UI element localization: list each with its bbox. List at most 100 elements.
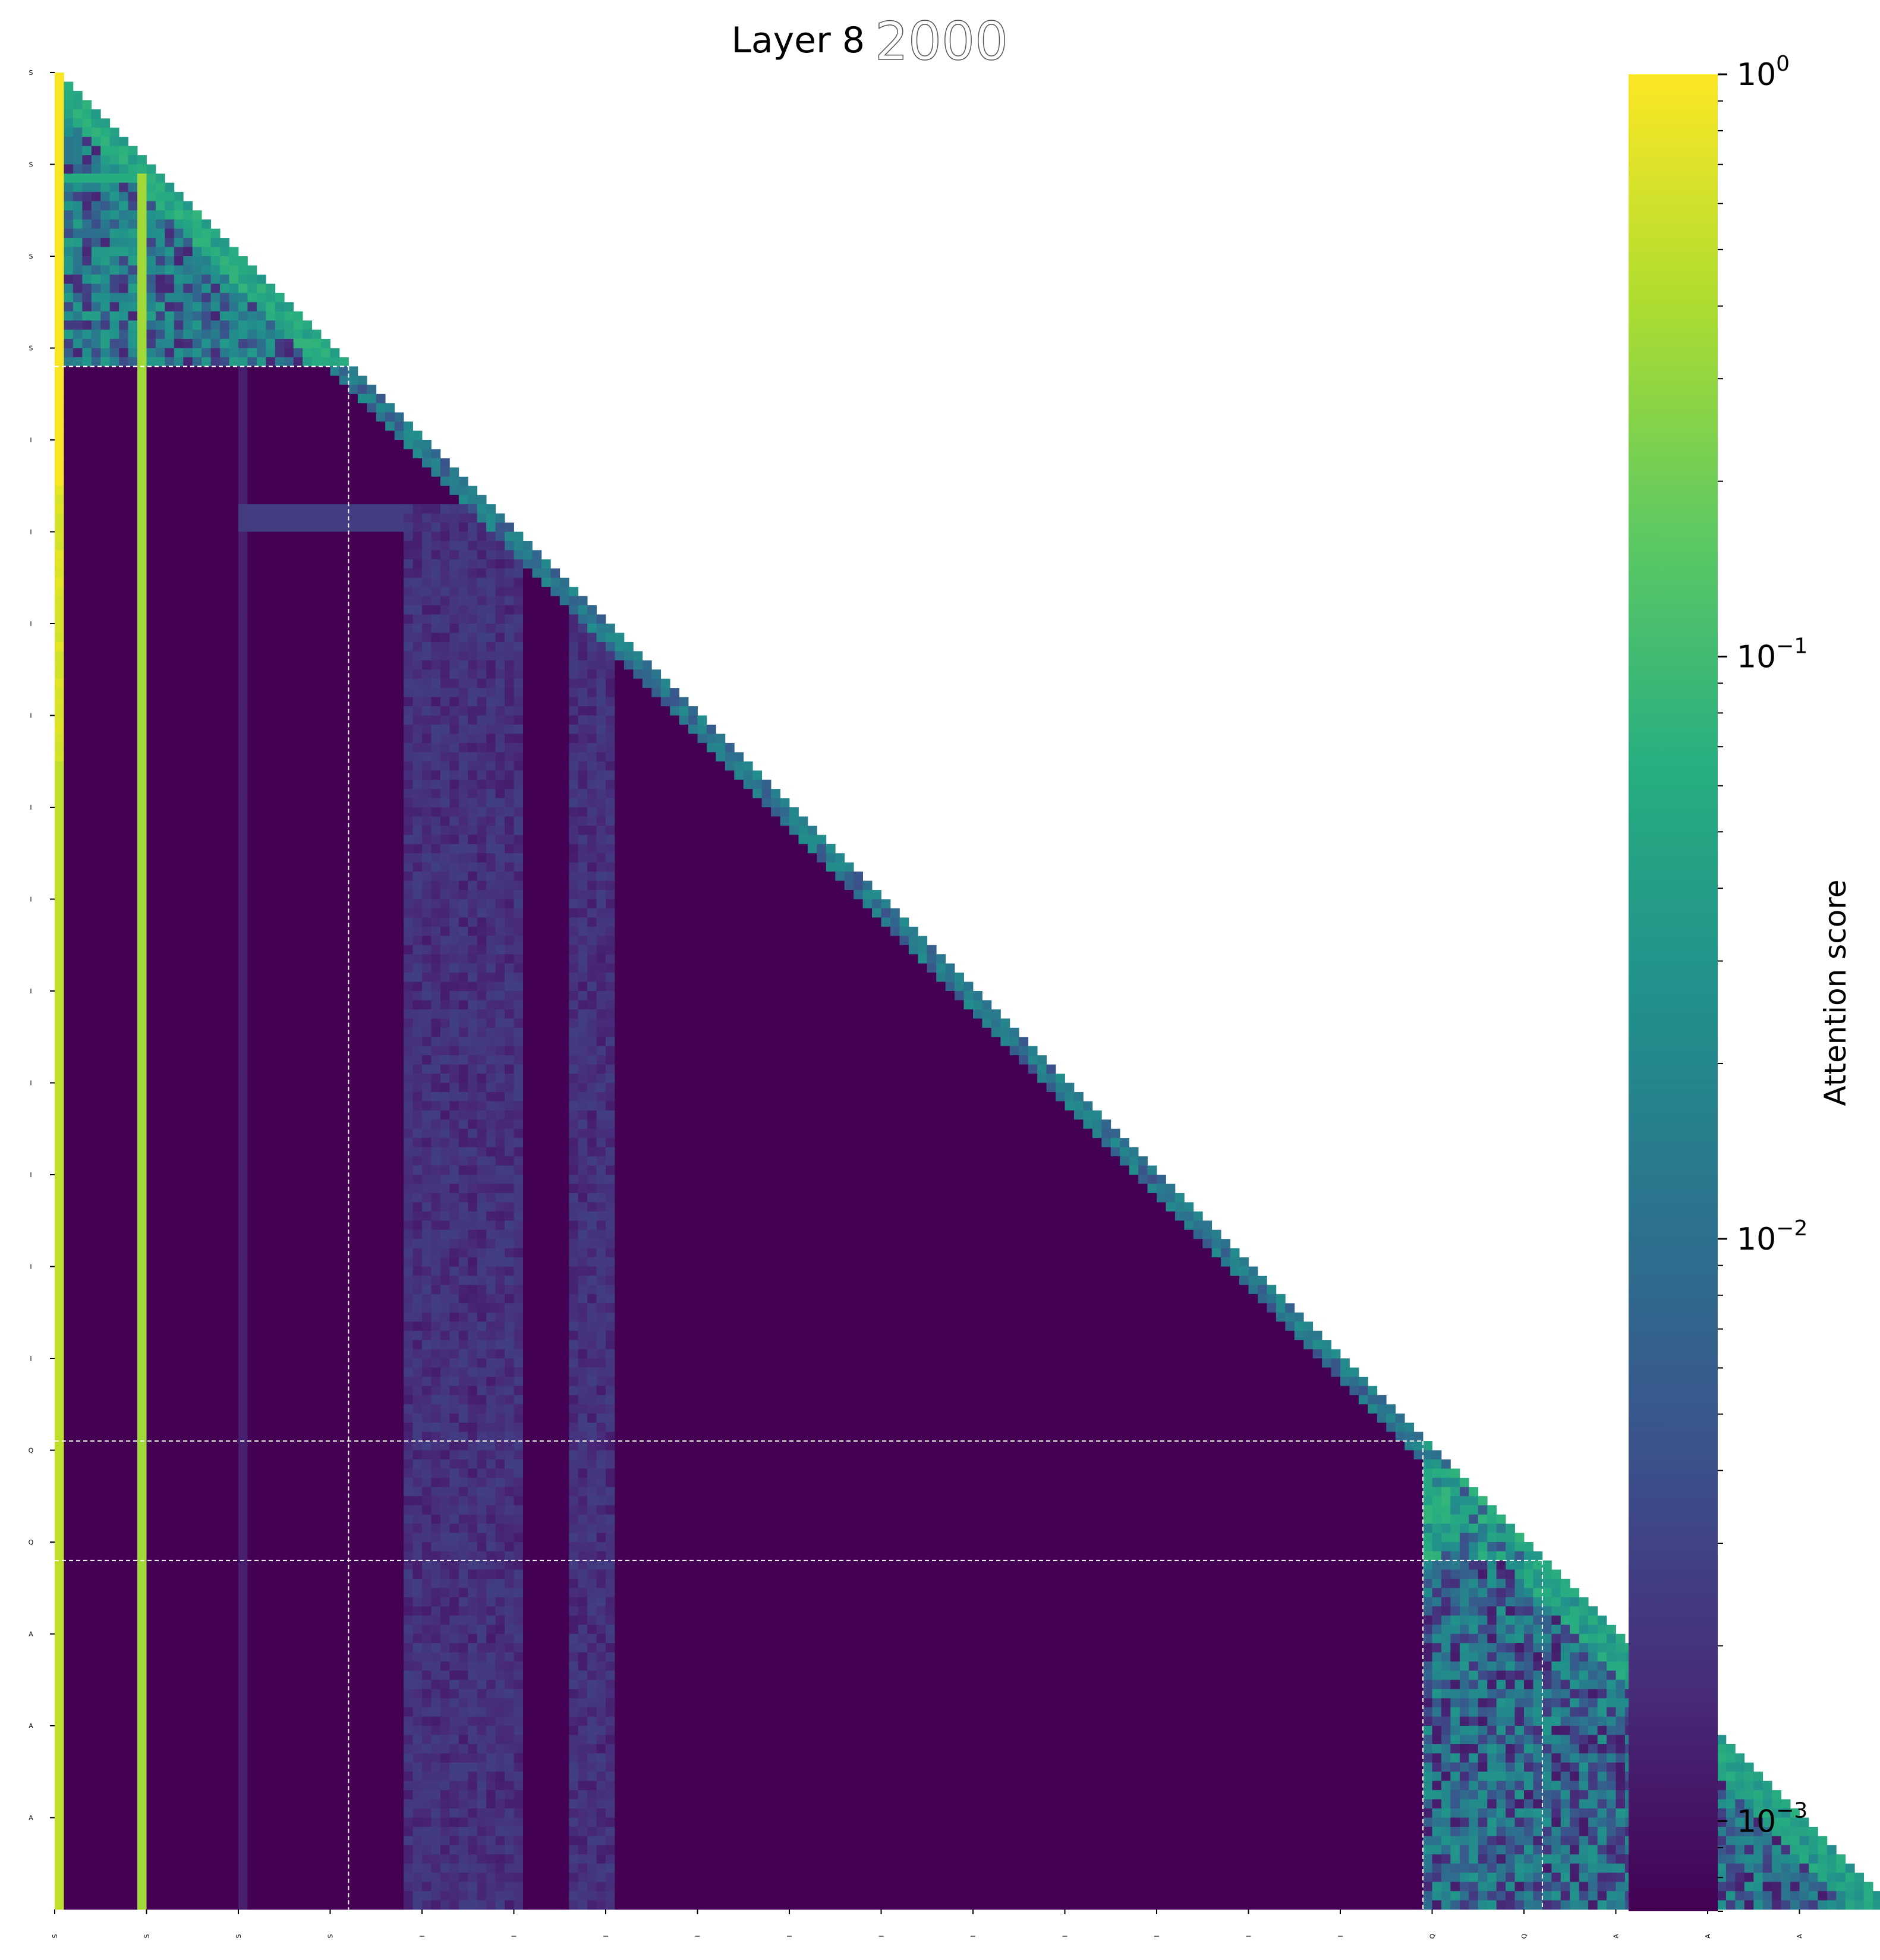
heatmap-cell-run (495, 1091, 505, 1102)
heatmap-cell-run (440, 587, 450, 597)
heatmap-cell-run (569, 752, 579, 762)
heatmap-cell-run (449, 669, 459, 679)
heatmap-cell-run (422, 1275, 432, 1285)
heatmap-cell-run (247, 926, 404, 936)
heatmap-cell-run (596, 926, 606, 936)
heatmap-cell-run (587, 1248, 597, 1258)
heatmap-cell-run (505, 908, 514, 918)
heatmap-cell-run (522, 1211, 569, 1221)
heatmap-cell-run (238, 641, 248, 652)
heatmap-cell-run (449, 1229, 459, 1239)
heatmap-cell-run (64, 660, 138, 670)
heatmap-cell-run (64, 1110, 138, 1120)
heatmap-cell-run (486, 504, 496, 514)
heatmap-cell-run (55, 1735, 64, 1745)
heatmap-cell-run (404, 688, 413, 697)
heatmap-cell-run (596, 1615, 606, 1625)
heatmap-cell-run (1487, 1597, 1497, 1607)
heatmap-cell-run (247, 779, 404, 789)
heatmap-cell-run (743, 761, 753, 771)
heatmap-cell-run (449, 1018, 459, 1028)
heatmap-cell-run (412, 513, 423, 523)
heatmap-cell-run (844, 880, 854, 891)
heatmap-cell-run (449, 1726, 459, 1735)
heatmap-cell-run (385, 412, 395, 422)
heatmap-cell-run (137, 329, 147, 339)
heatmap-cell-run (505, 1468, 514, 1478)
heatmap-cell-run (569, 1229, 579, 1239)
heatmap-cell-run (835, 853, 845, 863)
heatmap-cell-run (165, 247, 175, 257)
heatmap-cell-run (578, 1432, 588, 1442)
heatmap-cell-run (514, 1496, 524, 1506)
heatmap-cell-run (615, 825, 790, 835)
heatmap-cell-run (440, 1386, 450, 1396)
heatmap-cell-run (220, 329, 229, 339)
heatmap-cell-run (596, 1524, 606, 1533)
heatmap-cell-run (431, 1395, 441, 1405)
heatmap-cell-run (458, 1046, 468, 1056)
heatmap-cell-run (238, 1450, 248, 1460)
heatmap-cell-run (128, 155, 138, 165)
heatmap-cell-run (522, 1578, 569, 1588)
heatmap-cell-run (606, 1423, 615, 1432)
heatmap-cell-run (64, 219, 74, 229)
heatmap-cell-run (1450, 1542, 1460, 1552)
heatmap-cell-run (514, 926, 524, 936)
heatmap-cell-run (256, 339, 266, 348)
heatmap-cell-run (404, 1560, 413, 1570)
heatmap-cell-run (1469, 1597, 1479, 1607)
heatmap-cell-run (82, 155, 92, 165)
heatmap-cell-run (449, 577, 459, 587)
heatmap-cell-run (137, 743, 147, 753)
heatmap-cell-run (422, 577, 432, 587)
heatmap-cell-run (505, 1257, 514, 1267)
heatmap-cell-run (1478, 1625, 1488, 1634)
heatmap-cell-run (495, 1578, 505, 1588)
heatmap-cell-run (522, 1698, 569, 1708)
heatmap-cell-run (578, 1248, 588, 1258)
heatmap-cell-run (100, 284, 111, 294)
heatmap-cell-run (449, 862, 459, 872)
heatmap-cell-run (55, 339, 64, 348)
heatmap-cell-run (238, 348, 248, 358)
heatmap-cell-run (1073, 1110, 1084, 1120)
heatmap-cell-run (64, 715, 138, 725)
heatmap-cell-run (422, 945, 432, 955)
heatmap-cell-run (238, 596, 248, 606)
heatmap-cell-run (146, 1091, 239, 1102)
heatmap-cell-run (606, 1128, 615, 1138)
heatmap-cell-run (486, 844, 496, 854)
heatmap-cell-run (578, 1027, 588, 1037)
heatmap-cell-run (247, 1340, 404, 1349)
heatmap-cell-run (137, 1560, 147, 1570)
heatmap-cell-run (55, 559, 64, 569)
heatmap-cell-run (477, 1698, 487, 1708)
heatmap-cell-run (468, 954, 478, 964)
heatmap-cell-run (73, 357, 83, 367)
heatmap-cell-run (522, 954, 569, 964)
heatmap-cell-run (440, 853, 450, 863)
heatmap-cell-run (522, 1625, 569, 1634)
heatmap-cell-run (146, 807, 239, 817)
heatmap-cell-run (238, 1018, 248, 1028)
heatmap-cell-run (1570, 1689, 1580, 1699)
heatmap-cell-run (449, 1524, 459, 1533)
heatmap-cell-run (64, 678, 138, 688)
heatmap-cell-run (1459, 1477, 1469, 1487)
heatmap-cell-run (1423, 1477, 1432, 1487)
heatmap-cell-run (1524, 1597, 1533, 1607)
heatmap-cell-run (431, 1698, 441, 1708)
heatmap-cell-run (229, 292, 239, 303)
heatmap-cell-run (137, 1698, 147, 1708)
heatmap-cell-run (422, 1468, 432, 1478)
heatmap-cell-run (412, 752, 423, 762)
heatmap-cell-run (449, 1358, 459, 1368)
heatmap-cell-run (477, 1634, 487, 1644)
heatmap-cell-run (1285, 1303, 1295, 1313)
heatmap-cell-run (422, 1615, 432, 1625)
heatmap-cell-run (477, 678, 487, 688)
heatmap-cell-run (321, 339, 330, 348)
heatmap-cell-run (1570, 1698, 1580, 1708)
heatmap-cell-run (596, 1239, 606, 1248)
